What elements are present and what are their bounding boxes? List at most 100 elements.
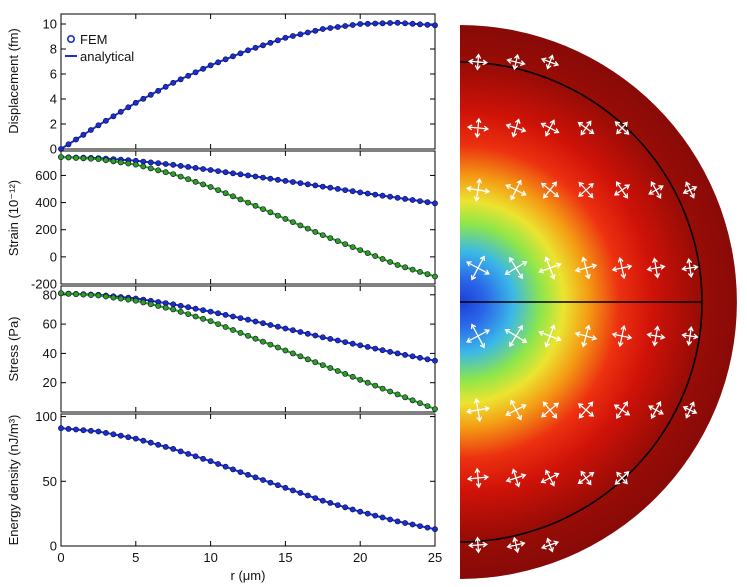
fem-point	[185, 72, 192, 79]
fem-point	[147, 159, 154, 166]
stress-arrow-icon	[614, 121, 630, 135]
fem-point	[319, 362, 326, 368]
fem-point	[140, 158, 147, 165]
fem-point	[230, 170, 236, 177]
fem-point	[185, 176, 192, 183]
stress-arrow-icon	[577, 470, 595, 486]
fem-point	[267, 209, 274, 216]
stress-arrow-icon	[540, 54, 560, 70]
fem-point	[379, 256, 386, 262]
fem-point	[65, 425, 72, 432]
fem-point	[327, 365, 334, 371]
fem-point	[342, 187, 349, 193]
fem-point	[140, 437, 147, 444]
fem-point	[304, 225, 311, 232]
fem-point	[334, 185, 341, 192]
fem-point	[297, 180, 304, 186]
stress-arrow-icon	[540, 537, 560, 553]
fem-point	[379, 514, 386, 521]
y-axis-label: Stress (Pa)	[6, 316, 21, 381]
fem-point	[200, 181, 206, 188]
fem-point	[409, 397, 416, 404]
fem-point	[349, 188, 356, 195]
fem-point	[312, 182, 319, 189]
fem-point	[379, 20, 386, 27]
stress-arrow-icon	[611, 324, 633, 348]
fem-point	[364, 343, 371, 350]
fem-point	[95, 156, 102, 162]
fem-point	[327, 335, 334, 342]
fem-point	[80, 291, 87, 298]
stress-arrow-icon	[465, 178, 491, 202]
fem-point	[252, 474, 259, 481]
fem-point	[110, 294, 117, 301]
fem-point	[58, 425, 64, 432]
fem-point	[185, 163, 192, 170]
fem-point	[387, 193, 393, 200]
fem-point	[260, 174, 266, 181]
fem-point	[357, 342, 364, 349]
fem-point	[65, 154, 72, 161]
fem-point	[282, 347, 289, 354]
stress-arrow-icon	[466, 117, 490, 139]
fem-point	[432, 357, 438, 364]
fem-point	[364, 379, 371, 386]
stress-arrow-icon	[538, 324, 562, 348]
fem-point	[200, 455, 206, 462]
stress-arrow-icon	[540, 119, 560, 137]
stress-arrow-icon	[505, 399, 527, 421]
fem-point	[177, 448, 184, 455]
fem-point	[252, 202, 259, 209]
fem-point	[103, 293, 109, 300]
fem-point	[230, 327, 236, 333]
fem-point	[417, 523, 423, 529]
fem-point	[207, 458, 214, 465]
fem-point	[252, 173, 259, 180]
fem-point	[357, 247, 364, 253]
stress-arrow-icon	[682, 181, 698, 199]
fem-point	[117, 432, 124, 439]
fem-point	[342, 23, 349, 29]
fem-point	[245, 471, 251, 478]
fem-point	[140, 299, 147, 306]
fem-point	[162, 83, 169, 90]
x-tick-label: 10	[203, 550, 217, 565]
fem-point	[394, 350, 401, 357]
fem-point	[334, 24, 341, 30]
fem-point	[364, 250, 371, 256]
fem-point	[222, 190, 229, 197]
plot-series	[58, 290, 438, 412]
fem-point	[110, 158, 117, 165]
fem-point	[200, 307, 206, 314]
stress-arrow-icon	[466, 323, 490, 349]
fem-point	[230, 466, 236, 473]
stress-arrow-icon	[577, 120, 595, 136]
fem-point	[387, 348, 393, 355]
fem-point	[80, 131, 87, 138]
fem-point	[95, 122, 102, 129]
stress-arrow-icon	[468, 536, 488, 554]
fem-point	[147, 301, 154, 308]
stress-arrow-icon	[648, 181, 664, 199]
fem-point	[237, 469, 244, 475]
fem-point	[215, 59, 221, 66]
fem-point	[274, 323, 281, 330]
fem-point	[357, 189, 364, 196]
fem-point	[282, 177, 289, 184]
fem-point	[304, 181, 311, 188]
fem-point	[58, 154, 64, 160]
fem-point	[387, 259, 393, 265]
fem-point	[349, 340, 356, 347]
fem-point	[237, 50, 244, 57]
fem-point	[267, 322, 274, 328]
fem-point	[289, 350, 296, 357]
fem-point	[334, 337, 341, 344]
fem-point	[274, 37, 281, 44]
stress-panel: 20 40 60 80 Stress (Pa)	[6, 285, 438, 413]
y-tick-label: -200	[31, 277, 57, 292]
fem-point	[147, 439, 154, 446]
y-tick-label: 400	[35, 195, 57, 210]
fem-point	[230, 313, 236, 320]
plot-frame	[60, 413, 436, 547]
stress-arrow-icon	[466, 467, 490, 489]
